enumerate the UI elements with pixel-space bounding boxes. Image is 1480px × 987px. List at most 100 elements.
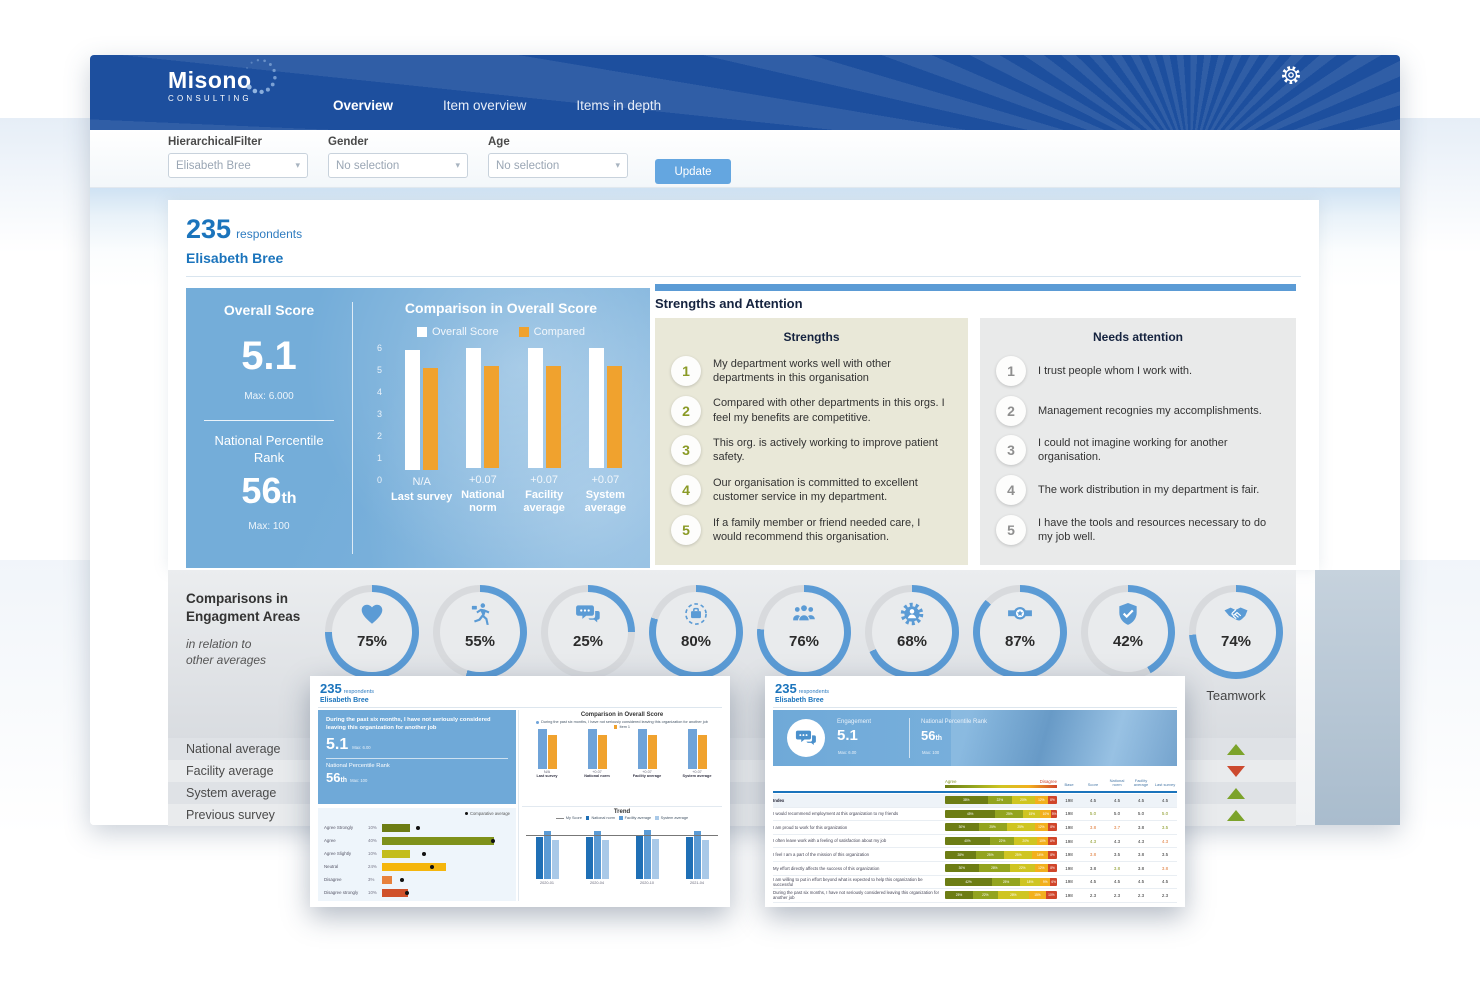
engagement-table-popup[interactable]: 235 respondents Elisabeth Bree Engagement… [765, 676, 1185, 907]
engagement-subtitle: in relation to other averages [186, 636, 266, 668]
comparative-dot-icon [422, 851, 426, 856]
mini-bar-pair [637, 725, 657, 769]
item-number-badge: 3 [996, 435, 1026, 466]
divider [773, 707, 1177, 708]
engagement-table-row[interactable]: I often leave work with a feeling of sat… [773, 835, 1177, 849]
trend-x-label: 2020-01 [540, 881, 554, 885]
banner-rank-suffix: th [935, 735, 943, 742]
engagement-ring[interactable]: 74% [1189, 585, 1283, 679]
update-button[interactable]: Update [655, 159, 731, 184]
legend-square-icon [518, 327, 529, 337]
trend-legend-item: System average [655, 816, 688, 820]
engagement-title-line1: Comparisons in [186, 591, 289, 606]
base-value: 198 [1065, 824, 1073, 830]
strengths-panel: Strengths 1 My department works well with… [655, 318, 968, 565]
engagement-table-row[interactable]: I feel I am a part of the mission of thi… [773, 848, 1177, 862]
engagement-table-row[interactable]: I am willing to put in effort beyond wha… [773, 876, 1177, 890]
filter-label: Gender [328, 136, 369, 148]
arrow-up-icon [1224, 787, 1248, 799]
comparative-dot-icon [400, 877, 404, 882]
item-text: My effort directly affects the success o… [773, 865, 880, 871]
divider [204, 420, 334, 421]
score-value: 3.7 [1113, 824, 1121, 830]
bar-group: +0.07 National norm [454, 348, 512, 514]
medal-icon [1006, 601, 1034, 627]
engagement-ring[interactable]: 87% [973, 585, 1067, 679]
settings-gear-icon[interactable] [1280, 64, 1302, 86]
banner-rank-max: Max: 100 [922, 750, 940, 755]
column-header: Score [1087, 782, 1099, 788]
percentile-max: Max: 100 [248, 520, 290, 532]
strengths-heading: Strengths [783, 330, 840, 344]
engagement-ring[interactable]: 76% [757, 585, 851, 679]
bar-pair [405, 348, 439, 470]
briefcase-cycle-icon [682, 601, 710, 627]
brand-logo[interactable]: Misono CONSULTING [168, 69, 252, 104]
popup-count: 235 [775, 681, 797, 696]
tab-items-in-depth[interactable]: Items in depth [576, 98, 662, 113]
popup-respondent-count: 235 respondents [775, 681, 829, 696]
popup-count-label: respondents [798, 689, 829, 695]
bar-pair [466, 348, 500, 468]
chevron-down-icon: ▾ [455, 160, 460, 170]
y-tick: 2 [376, 431, 382, 441]
item-text: During the past six months, I have not s… [773, 890, 939, 901]
comparison-bar-chart: N/A Last survey +0.07 National norm +0.07 Fac… [391, 348, 636, 514]
delta-label: +0.07 [692, 769, 702, 774]
popup-respondent-name: Elisabeth Bree [775, 697, 824, 704]
popup-respondent-name: Elisabeth Bree [320, 697, 369, 704]
legend-label: National norm [591, 816, 616, 820]
people-icon [790, 601, 818, 627]
bar-track [382, 823, 510, 832]
engagement-ring[interactable]: 55% [433, 585, 527, 679]
bar-segment: 22% [973, 891, 998, 900]
category-label: Facility average [523, 488, 565, 515]
trend-legend-item: Facility average [619, 816, 651, 820]
ring-percentage: 25% [572, 633, 604, 650]
engagement-table-row[interactable]: My effort directly affects the success o… [773, 862, 1177, 876]
ring-percentage: 74% [1220, 633, 1252, 650]
filter-label: Age [488, 136, 510, 148]
age-select[interactable]: No selection ▾ [488, 153, 628, 178]
item-text: Management recognies my accomplishments. [1038, 404, 1262, 417]
tab-overview[interactable]: Overview [333, 98, 394, 113]
engagement-ring[interactable]: 42% [1081, 585, 1175, 679]
score-value: 4.5 [1137, 879, 1145, 885]
item-number-badge: 1 [671, 355, 701, 386]
list-item: 4 The work distribution in my department … [996, 475, 1280, 506]
item-text: I would recommend employment at this org… [773, 811, 899, 817]
divider [318, 707, 722, 708]
engagement-table-row[interactable]: I am proud to work for this organization… [773, 821, 1177, 835]
trend-bar [593, 831, 601, 879]
score-value: 4.5 [1113, 797, 1121, 803]
delta-label: N/A [543, 769, 551, 774]
item-text: I am proud to work for this organization [773, 824, 848, 830]
response-label: Agree Slightly [324, 851, 352, 856]
item-text: My department works well with other depa… [713, 357, 891, 384]
engagement-table-row[interactable]: I would recommend employment at this org… [773, 808, 1177, 822]
engagement-ring[interactable]: 80% [649, 585, 743, 679]
engagement-table-row[interactable]: During the past six months, I have not s… [773, 889, 1177, 903]
overall-score-bar [466, 348, 482, 468]
ring-percentage: 75% [356, 633, 388, 650]
row-label: Previous survey [186, 808, 275, 822]
engagement-ring[interactable]: 68% [865, 585, 959, 679]
score-value: 3.5 [1113, 852, 1121, 858]
response-distribution-chart: Comparative average Agree Strongly 10% Agr… [318, 808, 516, 901]
banner-photo [950, 710, 1177, 766]
engagement-ring[interactable]: 75% [325, 585, 419, 679]
hierarchical-filter-select[interactable]: Elisabeth Bree ▾ [168, 153, 308, 178]
score-value: 5.0 [1113, 811, 1121, 817]
item-score: 5.1 Max: 6.00 [326, 736, 508, 753]
gender-select[interactable]: No selection ▾ [328, 153, 468, 178]
engagement-table-row[interactable]: Index 38% 22% 20% 12% 8% 198 4.5 4.5 4.5 4.5 [773, 794, 1177, 808]
trend-chart: Trend My Score National norm Facility aver… [522, 809, 722, 901]
divider [518, 710, 519, 901]
item-detail-popup[interactable]: 235 respondents Elisabeth Bree During the… [310, 676, 730, 907]
engagement-ring[interactable]: 25% [541, 585, 635, 679]
tab-item-overview[interactable]: Item overview [443, 98, 527, 113]
trend-bar [601, 840, 609, 879]
trend-bar-group [585, 831, 609, 879]
response-bar [382, 823, 410, 832]
